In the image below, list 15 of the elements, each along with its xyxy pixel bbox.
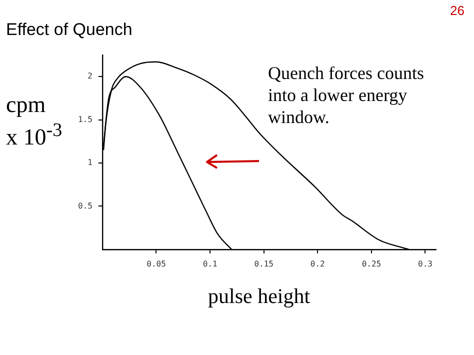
x-tick-label: 0.1	[202, 259, 218, 268]
x-tick-label: 0.3	[418, 259, 433, 268]
x-tick-label: 0.05	[146, 259, 166, 268]
text: 26	[450, 3, 464, 18]
x-tick-label: 0.2	[310, 259, 326, 268]
x-axis-title: pulse height	[208, 284, 310, 309]
x-tick-label: 0.25	[362, 259, 382, 268]
y-tick-label: 2	[88, 72, 93, 81]
y-axis-title: cpm x 10$^{-3}$	[6, 92, 62, 150]
chart-title: Effect of Quench	[6, 20, 132, 40]
y-tick-label: 0.5	[78, 201, 93, 210]
y-tick-label: 1.5	[78, 114, 93, 124]
y-tick-label: 1	[88, 158, 93, 168]
x-tick-label: 0.15	[254, 259, 274, 268]
annotation: Quench forces counts into a lower energy window.	[268, 62, 425, 128]
